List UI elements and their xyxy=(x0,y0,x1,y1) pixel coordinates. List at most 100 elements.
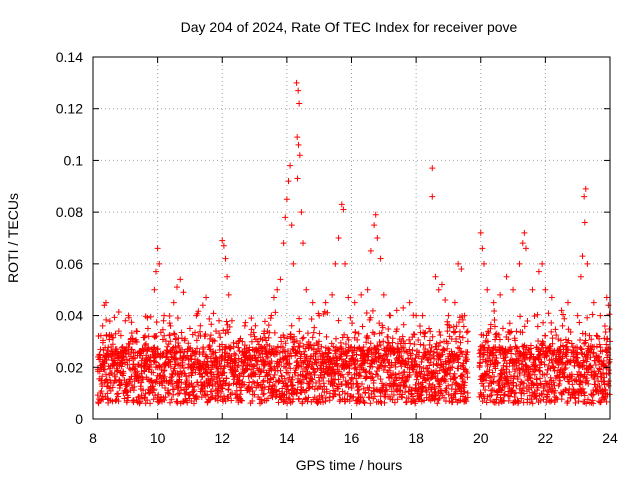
data-point xyxy=(603,398,610,405)
data-point xyxy=(574,349,581,356)
data-point xyxy=(401,368,408,375)
data-point xyxy=(125,314,132,321)
data-point xyxy=(109,341,116,348)
data-point xyxy=(248,383,255,390)
data-point xyxy=(161,397,168,404)
data-point xyxy=(534,311,541,318)
data-point xyxy=(276,349,283,356)
data-point xyxy=(392,363,399,370)
data-point xyxy=(464,328,471,335)
data-point xyxy=(386,312,393,319)
data-point xyxy=(458,266,465,273)
data-point xyxy=(232,351,239,358)
data-point xyxy=(148,361,155,368)
data-point xyxy=(168,376,175,383)
data-point xyxy=(544,393,551,400)
data-point xyxy=(270,294,277,301)
data-point xyxy=(201,387,208,394)
data-point xyxy=(246,379,253,386)
data-point xyxy=(144,314,151,321)
data-point xyxy=(508,350,515,357)
data-point xyxy=(600,378,607,385)
tick-labels: 8 10 12 14 16 18 20 22 24 0 0.02 0.04 0.06 0.08 0.1 0.1… xyxy=(56,49,618,446)
data-point xyxy=(134,328,141,335)
data-point xyxy=(559,391,566,398)
data-point xyxy=(281,334,288,341)
data-point xyxy=(597,312,604,319)
data-point xyxy=(232,359,239,366)
data-point xyxy=(367,340,374,347)
data-point xyxy=(436,395,443,402)
data-point xyxy=(354,336,361,343)
data-point xyxy=(309,376,316,383)
data-point xyxy=(547,374,554,381)
data-point xyxy=(153,319,160,326)
data-point xyxy=(239,338,246,345)
data-point xyxy=(326,390,333,397)
data-point xyxy=(522,245,529,252)
data-point xyxy=(391,399,398,406)
data-point xyxy=(287,365,294,372)
data-point xyxy=(421,371,428,378)
data-point xyxy=(483,399,490,406)
data-point xyxy=(303,286,310,293)
data-point xyxy=(246,344,253,351)
data-point xyxy=(219,352,226,359)
data-point xyxy=(592,361,599,368)
data-point xyxy=(408,386,415,393)
data-point xyxy=(579,253,586,260)
data-point xyxy=(188,380,195,387)
data-point xyxy=(377,376,384,383)
data-point xyxy=(550,379,557,386)
data-point xyxy=(437,339,444,346)
data-point xyxy=(549,340,556,347)
data-point xyxy=(296,395,303,402)
data-point xyxy=(363,367,370,374)
data-point xyxy=(492,365,499,372)
data-point xyxy=(180,399,187,406)
data-point xyxy=(168,396,175,403)
data-point xyxy=(426,351,433,358)
data-point xyxy=(516,260,523,267)
data-point xyxy=(453,338,460,345)
data-point xyxy=(587,364,594,371)
data-point xyxy=(314,385,321,392)
data-point xyxy=(481,395,488,402)
data-point xyxy=(241,381,248,388)
data-point xyxy=(406,346,413,353)
data-point xyxy=(396,370,403,377)
data-point xyxy=(331,380,338,387)
data-point xyxy=(596,341,603,348)
data-point xyxy=(190,400,197,407)
data-point xyxy=(192,329,199,336)
data-point xyxy=(442,297,449,304)
data-point xyxy=(207,332,214,339)
data-point xyxy=(241,322,248,329)
data-point xyxy=(290,260,297,267)
data-point xyxy=(161,332,168,339)
data-point xyxy=(410,312,417,319)
data-point xyxy=(298,209,305,216)
data-point xyxy=(296,152,303,159)
data-point xyxy=(537,381,544,388)
data-point xyxy=(341,331,348,338)
data-point xyxy=(228,317,235,324)
data-point xyxy=(123,350,130,357)
data-point xyxy=(601,374,608,381)
data-point xyxy=(311,386,318,393)
data-point xyxy=(411,341,418,348)
data-point xyxy=(311,342,318,349)
data-point xyxy=(576,319,583,326)
data-point xyxy=(357,373,364,380)
data-point xyxy=(154,345,161,352)
data-point xyxy=(273,347,280,354)
data-point xyxy=(429,333,436,340)
data-point xyxy=(376,339,383,346)
data-point xyxy=(426,341,433,348)
data-point xyxy=(429,165,436,172)
data-point xyxy=(526,392,533,399)
data-point xyxy=(492,349,499,356)
data-point xyxy=(515,398,522,405)
data-point xyxy=(332,350,339,357)
data-point xyxy=(504,377,511,384)
